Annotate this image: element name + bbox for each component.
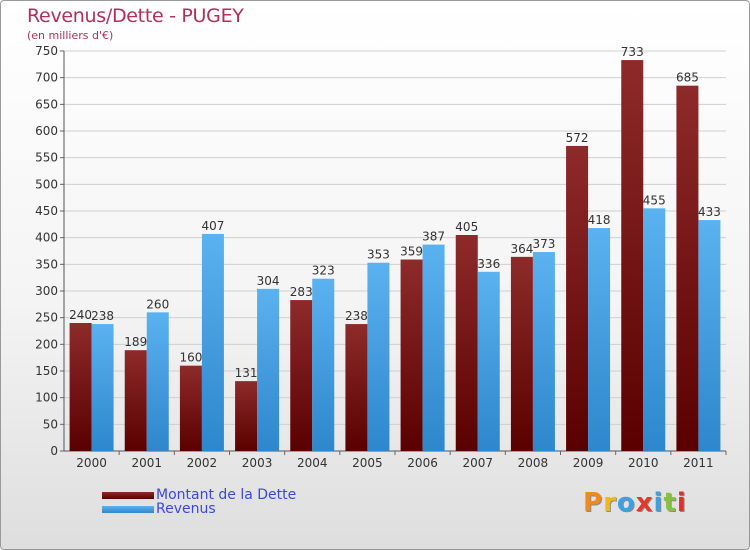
bar-dette	[290, 300, 313, 451]
data-label-revenus: 353	[367, 248, 390, 262]
x-tick-label: 2011	[683, 456, 714, 470]
bar-dette	[400, 259, 423, 451]
x-tick-label: 2003	[242, 456, 273, 470]
bar-revenus	[477, 271, 500, 451]
bar-dette	[510, 256, 533, 451]
x-tick-label: 2007	[462, 456, 493, 470]
bar-revenus	[146, 312, 169, 451]
data-label-dette: 160	[179, 351, 202, 365]
logo-letter: i	[653, 488, 664, 518]
y-tick-label: 550	[35, 151, 58, 165]
bar-dette	[676, 85, 699, 452]
x-tick-label: 2001	[131, 456, 162, 470]
bar-dette	[566, 145, 589, 451]
data-label-revenus: 455	[643, 193, 666, 207]
labels: 0 50 100 150 200 250 300 350 400 450 500 550 600 650 7…	[35, 44, 721, 470]
x-tick-label: 2004	[297, 456, 328, 470]
y-tick-label: 100	[35, 391, 58, 405]
x-tick-label: 2000	[76, 456, 107, 470]
data-label-revenus: 336	[477, 257, 500, 271]
proxiti-logo: Proxiti	[583, 488, 687, 518]
bar-revenus	[257, 288, 280, 451]
data-label-dette: 131	[235, 366, 258, 380]
logo-letter: x	[635, 488, 654, 518]
bar-revenus	[588, 228, 611, 451]
bar-revenus	[643, 208, 666, 451]
data-label-revenus: 387	[422, 230, 445, 244]
data-label-dette: 685	[676, 71, 699, 85]
y-tick-label: 150	[35, 364, 58, 378]
bar-dette	[455, 235, 478, 451]
y-tick-label: 500	[35, 177, 58, 191]
bar-dette	[345, 324, 368, 451]
legend-swatch-dette	[102, 492, 154, 499]
bar-revenus	[422, 244, 445, 451]
bars	[69, 60, 721, 452]
bar-dette	[179, 365, 202, 451]
bar-dette	[124, 350, 147, 451]
data-label-dette: 364	[510, 242, 533, 256]
bar-revenus	[698, 220, 721, 451]
x-tick-label: 2002	[187, 456, 218, 470]
chart-title: Revenus/Dette - PUGEY	[27, 5, 244, 27]
logo-letter: i	[676, 488, 687, 518]
data-label-dette: 405	[455, 220, 478, 234]
x-tick-label: 2010	[628, 456, 659, 470]
y-tick-label: 250	[35, 311, 58, 325]
data-label-revenus: 323	[312, 264, 335, 278]
y-tick-label: 50	[43, 417, 58, 431]
data-label-revenus: 260	[146, 297, 169, 311]
bar-dette	[621, 60, 644, 452]
x-tick-label: 2005	[352, 456, 383, 470]
legend-label-revenus: Revenus	[156, 501, 216, 517]
axes	[60, 50, 727, 455]
bar-dette	[235, 381, 258, 451]
bar-revenus	[532, 252, 555, 451]
y-tick-label: 700	[35, 71, 58, 85]
logo-letter: P	[583, 488, 604, 518]
data-label-dette: 572	[566, 131, 589, 145]
y-tick-label: 600	[35, 124, 58, 138]
y-tick-label: 300	[35, 284, 58, 298]
y-tick-label: 200	[35, 337, 58, 351]
data-label-revenus: 418	[588, 213, 611, 227]
data-label-revenus: 238	[91, 309, 114, 323]
logo-letter: t	[663, 488, 677, 518]
logo-letter: r	[603, 488, 617, 518]
chart-subtitle: (en milliers d'€)	[27, 29, 114, 42]
x-tick-label: 2009	[573, 456, 604, 470]
bar-revenus	[367, 262, 390, 451]
data-label-dette: 359	[400, 245, 423, 259]
data-label-dette: 733	[621, 45, 644, 59]
bar-revenus	[201, 233, 224, 451]
grid-lines	[64, 50, 726, 452]
data-label-revenus: 433	[698, 205, 721, 219]
data-label-revenus: 407	[201, 219, 224, 233]
data-label-dette: 238	[345, 309, 368, 323]
logo-letter: o	[616, 488, 636, 518]
legend-swatch-revenus	[102, 506, 154, 513]
y-tick-label: 0	[50, 444, 58, 458]
bar-dette	[69, 323, 92, 451]
y-tick-label: 400	[35, 231, 58, 245]
x-tick-label: 2008	[518, 456, 549, 470]
x-tick-label: 2006	[407, 456, 438, 470]
y-tick-label: 350	[35, 257, 58, 271]
data-label-dette: 283	[290, 285, 313, 299]
data-label-dette: 189	[124, 335, 147, 349]
bar-revenus	[312, 278, 335, 451]
y-tick-label: 750	[35, 44, 58, 58]
data-label-revenus: 373	[532, 237, 555, 251]
legend-label-dette: Montant de la Dette	[156, 487, 297, 503]
bar-revenus	[91, 324, 114, 451]
y-tick-label: 450	[35, 204, 58, 218]
data-label-dette: 240	[69, 308, 92, 322]
data-label-revenus: 304	[257, 274, 280, 288]
y-tick-label: 650	[35, 97, 58, 111]
